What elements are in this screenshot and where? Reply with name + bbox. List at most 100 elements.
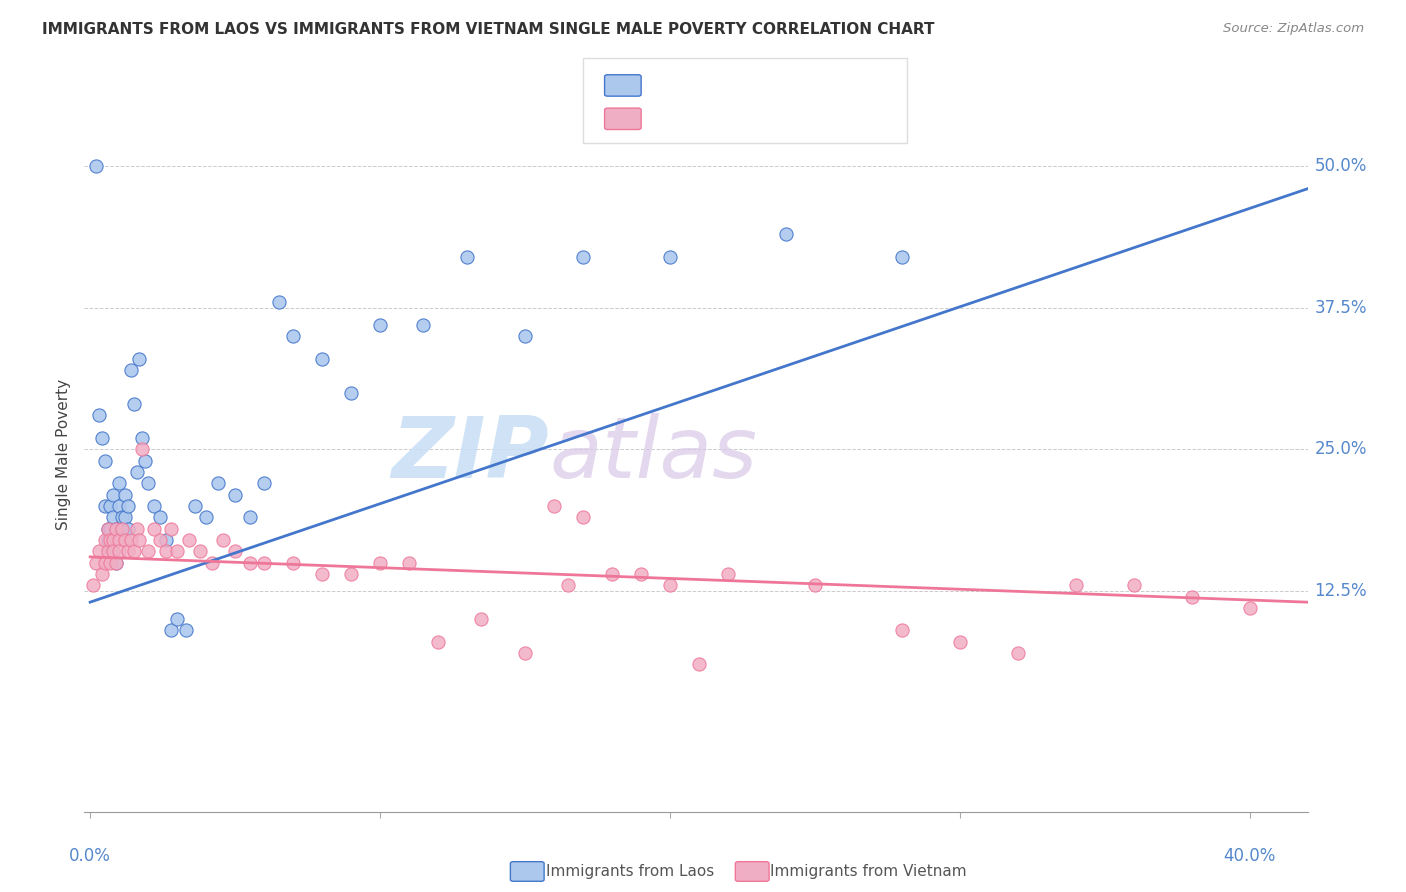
Point	[340, 385, 363, 400]
Point	[311, 351, 333, 366]
Point	[543, 499, 565, 513]
Point	[142, 499, 165, 513]
Point	[717, 566, 740, 581]
Point	[136, 544, 159, 558]
Point	[93, 533, 115, 547]
Point	[100, 499, 122, 513]
Text: IMMIGRANTS FROM LAOS VS IMMIGRANTS FROM VIETNAM SINGLE MALE POVERTY CORRELATION : IMMIGRANTS FROM LAOS VS IMMIGRANTS FROM …	[42, 22, 935, 37]
Point	[775, 227, 797, 241]
Point	[311, 566, 333, 581]
Point	[114, 487, 136, 501]
Point	[117, 544, 139, 558]
Y-axis label: Single Male Poverty: Single Male Poverty	[56, 379, 72, 531]
Text: 61: 61	[801, 108, 824, 126]
Point	[368, 318, 391, 332]
Point	[111, 522, 134, 536]
Point	[224, 487, 246, 501]
Point	[90, 566, 112, 581]
Point	[177, 533, 200, 547]
Point	[96, 533, 118, 547]
Point	[412, 318, 434, 332]
Point	[111, 510, 134, 524]
Point	[1181, 590, 1204, 604]
Point	[658, 578, 681, 592]
Point	[201, 556, 224, 570]
Point	[239, 556, 262, 570]
Point	[108, 476, 131, 491]
Point	[658, 250, 681, 264]
Point	[155, 533, 177, 547]
Point	[103, 487, 125, 501]
Point	[340, 566, 363, 581]
Point	[93, 453, 115, 467]
Point	[131, 431, 153, 445]
Point	[188, 544, 211, 558]
Point	[96, 522, 118, 536]
Point	[513, 646, 536, 660]
Text: Immigrants from Vietnam: Immigrants from Vietnam	[770, 864, 967, 879]
Point	[122, 544, 145, 558]
Point	[108, 533, 131, 547]
Text: 50.0%: 50.0%	[1315, 157, 1367, 175]
Text: Source: ZipAtlas.com: Source: ZipAtlas.com	[1223, 22, 1364, 36]
Point	[1007, 646, 1029, 660]
Point	[103, 544, 125, 558]
Point	[427, 635, 450, 649]
Text: R =: R =	[647, 75, 683, 93]
Text: 12.5%: 12.5%	[1315, 582, 1367, 599]
Point	[239, 510, 262, 524]
Point	[136, 476, 159, 491]
Point	[103, 510, 125, 524]
Point	[120, 363, 142, 377]
Point	[890, 624, 912, 638]
Point	[108, 544, 131, 558]
Point	[195, 510, 218, 524]
Point	[142, 522, 165, 536]
Point	[108, 499, 131, 513]
Text: N =: N =	[752, 108, 800, 126]
Point	[87, 544, 110, 558]
Point	[166, 612, 188, 626]
Point	[1064, 578, 1087, 592]
Point	[253, 476, 276, 491]
Point	[160, 522, 183, 536]
Point	[160, 624, 183, 638]
Point	[456, 250, 478, 264]
Text: 53: 53	[794, 75, 817, 93]
Point	[103, 533, 125, 547]
Point	[166, 544, 188, 558]
Point	[117, 522, 139, 536]
Text: 0.571: 0.571	[689, 75, 741, 93]
Point	[100, 533, 122, 547]
Point	[600, 566, 623, 581]
Text: 40.0%: 40.0%	[1223, 847, 1275, 865]
Text: R =: R =	[647, 108, 683, 126]
Point	[267, 295, 290, 310]
Point	[207, 476, 229, 491]
Point	[1239, 600, 1261, 615]
Text: 0.0%: 0.0%	[69, 847, 111, 865]
Point	[87, 409, 110, 423]
Point	[224, 544, 246, 558]
Point	[212, 533, 235, 547]
Point	[470, 612, 492, 626]
Point	[105, 522, 128, 536]
Point	[131, 442, 153, 457]
Point	[128, 533, 150, 547]
Point	[155, 544, 177, 558]
Point	[122, 397, 145, 411]
Point	[688, 657, 710, 672]
Point	[96, 522, 118, 536]
Point	[105, 522, 128, 536]
Point	[128, 351, 150, 366]
Point	[281, 556, 304, 570]
Point	[174, 624, 197, 638]
Point	[105, 556, 128, 570]
Point	[100, 556, 122, 570]
Point	[630, 566, 652, 581]
Point	[96, 544, 118, 558]
Point	[149, 533, 172, 547]
Text: -0.127: -0.127	[689, 108, 748, 126]
Point	[84, 556, 107, 570]
Point	[114, 533, 136, 547]
